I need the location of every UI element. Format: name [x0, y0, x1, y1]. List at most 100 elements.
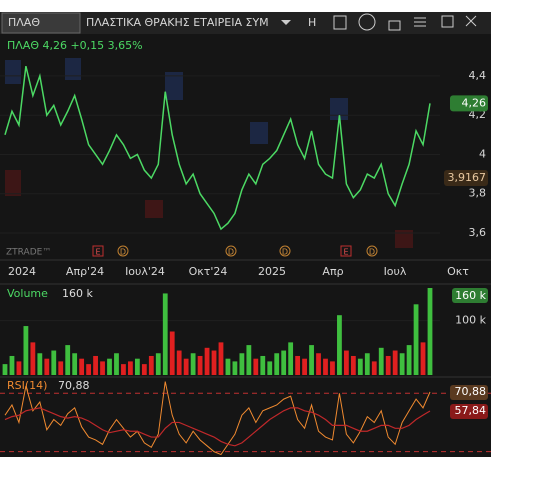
volume-bar	[260, 355, 266, 375]
volume-bar	[65, 345, 71, 375]
volume-bar	[58, 361, 64, 375]
volume-bar	[281, 350, 287, 375]
volume-bar	[337, 315, 342, 375]
y-tick-label: 3,6	[469, 226, 487, 239]
watermark: ZTRADE™	[6, 248, 51, 258]
event-circle	[366, 245, 378, 257]
volume-legend-value: 160 k	[62, 287, 93, 300]
volume-badge-label: 160 k	[455, 289, 486, 302]
volume-bar	[44, 358, 50, 375]
volume-bar	[9, 355, 15, 375]
volume-bar	[204, 347, 210, 375]
volume-bar	[316, 353, 321, 375]
symbol-input[interactable]	[1, 12, 81, 34]
volume-badge	[452, 288, 488, 303]
volume-bar	[323, 358, 328, 375]
volume-bar	[30, 342, 36, 375]
rsi-badge-label: 57,84	[455, 404, 487, 417]
volume-bar	[93, 355, 98, 375]
volume-bar	[378, 347, 384, 375]
event-label: D	[369, 248, 375, 257]
event-circle	[117, 245, 129, 257]
rsi-line	[4, 407, 431, 447]
event-box	[340, 245, 352, 257]
volume-bar	[253, 358, 259, 375]
y-tick-label: 100 k	[455, 314, 486, 327]
volume-bar	[176, 350, 182, 375]
price-line	[4, 65, 431, 231]
last-price-badge	[450, 95, 488, 112]
volume-bar	[37, 353, 43, 375]
event-label: D	[282, 248, 288, 257]
volume-bar	[343, 350, 349, 375]
event-label: D	[228, 248, 234, 257]
event-box	[92, 245, 104, 257]
quote-icon[interactable]	[358, 13, 376, 31]
rsi-badge-label: 70,88	[455, 385, 487, 398]
volume-bar	[107, 358, 112, 375]
toolbar	[0, 12, 491, 34]
event-circle	[279, 245, 291, 257]
close-icon[interactable]	[465, 15, 477, 27]
volume-bar	[399, 353, 405, 375]
volume-bar	[364, 353, 370, 375]
layout-icon[interactable]	[333, 15, 347, 30]
volume-legend-name: Volume	[7, 287, 48, 300]
volume-bar	[357, 358, 363, 375]
x-tick-label: Οκτ'24	[189, 265, 228, 278]
y-tick-label: 4	[479, 147, 486, 160]
rsi-line	[4, 381, 431, 456]
volume-bar	[385, 355, 391, 375]
volume-bar	[406, 345, 412, 375]
volume-bar	[128, 361, 133, 375]
volume-bar	[302, 358, 307, 375]
volume-bar	[134, 358, 140, 375]
price-legend: ΠΛΑΘ 4,26 +0,15 3,65%	[7, 39, 143, 52]
x-tick-label: Ιουλ'24	[125, 265, 165, 278]
event-label: D	[120, 248, 126, 257]
volume-bar	[2, 364, 8, 375]
volume-bar	[16, 361, 22, 375]
level-badge	[444, 170, 488, 186]
volume-bar	[121, 364, 126, 375]
x-tick-label: Οκτ	[447, 265, 469, 278]
volume-bar	[232, 361, 238, 375]
rsi-legend-value: 70,88	[58, 379, 90, 392]
maximize-icon[interactable]	[441, 15, 454, 28]
volume-bar	[114, 353, 119, 375]
dropdown-arrow[interactable]	[281, 20, 291, 25]
event-label: E	[95, 248, 100, 257]
volume-bar	[211, 350, 217, 375]
volume-bar	[330, 361, 335, 375]
volume-bar	[288, 342, 294, 375]
volume-bar	[162, 293, 168, 375]
lock-icon[interactable]	[388, 20, 401, 31]
last-price-label: 4,26	[462, 96, 487, 109]
volume-bar	[72, 353, 78, 375]
volume-bar	[141, 364, 147, 375]
x-tick-label: Απρ'24	[66, 265, 104, 278]
event-circle	[225, 245, 237, 257]
mode-button[interactable]: H	[308, 16, 316, 29]
volume-bar	[267, 361, 273, 375]
x-tick-label: 2025	[258, 265, 286, 278]
bg-blocks	[5, 58, 413, 248]
volume-bar	[100, 361, 105, 375]
event-label: E	[343, 248, 348, 257]
volume-bar	[155, 353, 161, 375]
volume-bar	[295, 355, 301, 375]
y-tick-label: 4,2	[469, 108, 487, 121]
volume-bar	[274, 353, 280, 375]
volume-bar	[427, 288, 433, 375]
x-tick-label: Ιουλ	[384, 265, 407, 278]
menu-icon[interactable]	[414, 17, 426, 27]
volume-bar	[420, 342, 426, 375]
volume-bar	[239, 353, 245, 375]
volume-bar	[183, 358, 189, 375]
volume-bar	[309, 345, 314, 375]
volume-bar	[86, 364, 92, 375]
x-tick-label: Απρ	[322, 265, 343, 278]
level-label: 3,9167	[448, 171, 487, 184]
volume-bar	[246, 345, 252, 375]
